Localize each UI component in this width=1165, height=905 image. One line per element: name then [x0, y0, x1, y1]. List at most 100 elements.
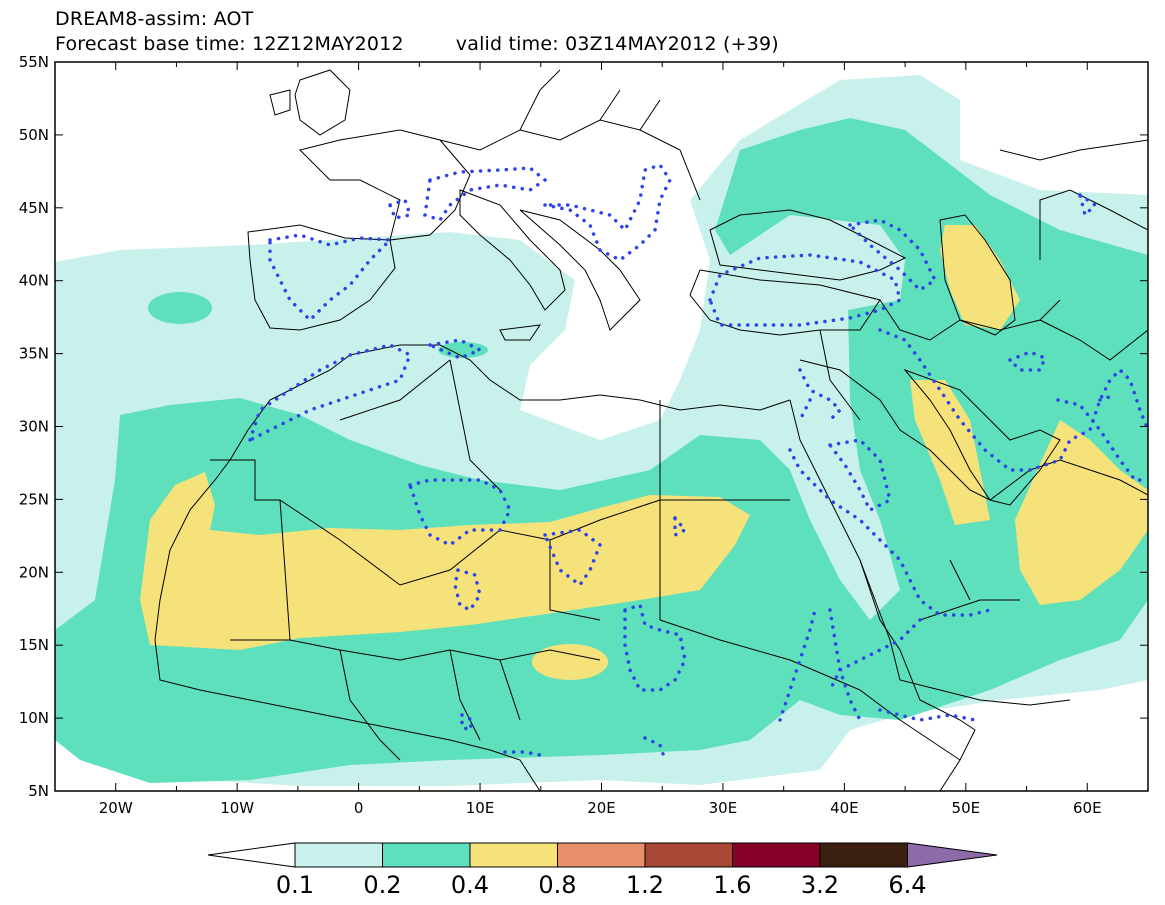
lon-label: 10W	[220, 799, 254, 817]
latitude-axis: 55N 50N 45N 40N 35N 30N 25N 20N 15N 10N 5N	[19, 53, 1148, 800]
colorbar-label: 0.2	[363, 871, 401, 899]
coastline-italy	[459, 189, 566, 341]
border-ethiopia	[859, 689, 961, 761]
time-info: Forecast base time: 12Z12MAY2012 valid ti…	[55, 33, 779, 55]
colorbar-segment	[732, 842, 821, 868]
dotted-contour	[1077, 191, 1098, 219]
dotted-contour	[643, 736, 667, 762]
dotted-contour	[387, 197, 413, 221]
colorbar-over-arrow	[907, 842, 998, 868]
longitude-axis: 20W 10W 0 10E 20E 30E 40E 50E 60E	[54, 62, 1149, 817]
dotted-contour	[673, 513, 688, 538]
lon-label: 20W	[99, 799, 133, 817]
lon-label: 20E	[587, 799, 616, 817]
border-sudan	[659, 499, 861, 691]
colorbar-segment	[294, 842, 383, 868]
border-europe-central	[439, 69, 701, 201]
map-area	[55, 62, 1148, 791]
coastline-iberia	[247, 224, 396, 331]
lat-label: 35N	[19, 345, 49, 363]
dotted-contour	[460, 712, 474, 733]
dotted-contour	[423, 166, 548, 223]
border-algeria-tunisia	[339, 359, 501, 491]
border-sahara-west	[210, 459, 291, 641]
dotted-contour	[1056, 393, 1148, 482]
aot-band-0.4-0.8-arabia	[910, 380, 990, 525]
lon-label: 50E	[952, 799, 981, 817]
coastline-persian-gulf	[903, 368, 1061, 506]
colorbar-segment	[557, 842, 646, 868]
colorbar-label: 0.1	[276, 871, 314, 899]
border-mali-algeria	[279, 499, 661, 586]
country-borders	[154, 69, 1148, 791]
lat-label: 30N	[19, 418, 49, 436]
map-title: DREAM8-assim: AOT	[55, 8, 254, 30]
lon-label: 0	[354, 799, 364, 817]
border-saudi-yemen	[919, 559, 1020, 621]
coastline-britain	[269, 69, 351, 136]
aot-patch	[148, 292, 212, 324]
border-central-asia	[999, 139, 1148, 260]
aot-band-0.4-0.8	[140, 472, 750, 650]
colorbar-label: 1.2	[626, 871, 664, 899]
border-west-africa-south	[339, 649, 521, 761]
dotted-contour	[788, 448, 992, 692]
lon-label: 10E	[466, 799, 495, 817]
dotted-contour	[878, 708, 977, 722]
coastline-caspian	[939, 214, 1016, 336]
lon-label: 60E	[1073, 799, 1102, 817]
dotted-contour	[878, 328, 1148, 472]
dotted-contour	[544, 162, 673, 263]
lat-label: 40N	[19, 272, 49, 290]
coastline-red-sea-east	[789, 399, 1071, 706]
colorbar-label: 1.6	[713, 871, 751, 899]
dotted-contour	[247, 343, 413, 444]
colorbar-segment	[382, 842, 471, 868]
colorbar-segment	[644, 842, 733, 868]
aot-band-0.4-0.8-caspian	[940, 225, 1020, 330]
colorbar: 0.1 0.2 0.4 0.8 1.2 1.6 3.2 6.4	[207, 842, 998, 899]
coastline-france	[299, 129, 471, 241]
colorbar-label: 0.4	[451, 871, 489, 899]
lon-label: 40E	[830, 799, 859, 817]
aot-patch	[532, 644, 608, 680]
dotted-contour	[423, 338, 485, 360]
colorbar-segment	[819, 842, 908, 868]
colorbar-label: 3.2	[801, 871, 839, 899]
dotted-contour	[623, 602, 687, 692]
colorbar-label: 0.8	[538, 871, 576, 899]
dotted-contour	[1006, 350, 1048, 372]
dotted-contour	[268, 233, 394, 323]
dotted-contour	[778, 608, 862, 722]
colorbar-under-arrow	[207, 842, 296, 868]
valid-time-label: valid time: 03Z14MAY2012 (+39)	[455, 33, 779, 55]
lon-label: 30E	[709, 799, 738, 817]
dotted-contour	[826, 438, 893, 513]
coastline-east-africa-horn	[859, 559, 976, 791]
base-time-label: Forecast base time: 12Z12MAY2012	[55, 33, 404, 55]
border-libya-egypt	[549, 400, 661, 621]
lat-label: 15N	[19, 636, 49, 654]
dotted-contour	[708, 253, 903, 327]
dotted-contour	[798, 368, 843, 422]
lat-label: 50N	[19, 126, 49, 144]
dotted-contour	[542, 528, 603, 588]
coastline-arabia	[799, 359, 1148, 501]
dotted-contour	[453, 567, 482, 613]
lat-label: 10N	[19, 709, 49, 727]
dotted-contours	[247, 162, 1148, 762]
coastline-north-africa	[247, 344, 791, 431]
coastline-balkans-greece	[519, 209, 641, 331]
lat-label: 5N	[28, 782, 49, 800]
colorbar-label: 6.4	[888, 871, 926, 899]
colorbar-segment	[469, 842, 558, 868]
dotted-contour	[407, 478, 512, 548]
aot-band-0.4-0.8-oman	[1015, 420, 1148, 605]
border-middle-east	[819, 299, 1148, 421]
lat-label: 25N	[19, 490, 49, 508]
lat-label: 20N	[19, 563, 49, 581]
coastline-west-africa	[154, 429, 541, 791]
lat-label: 55N	[19, 53, 49, 71]
lat-label: 45N	[19, 199, 49, 217]
